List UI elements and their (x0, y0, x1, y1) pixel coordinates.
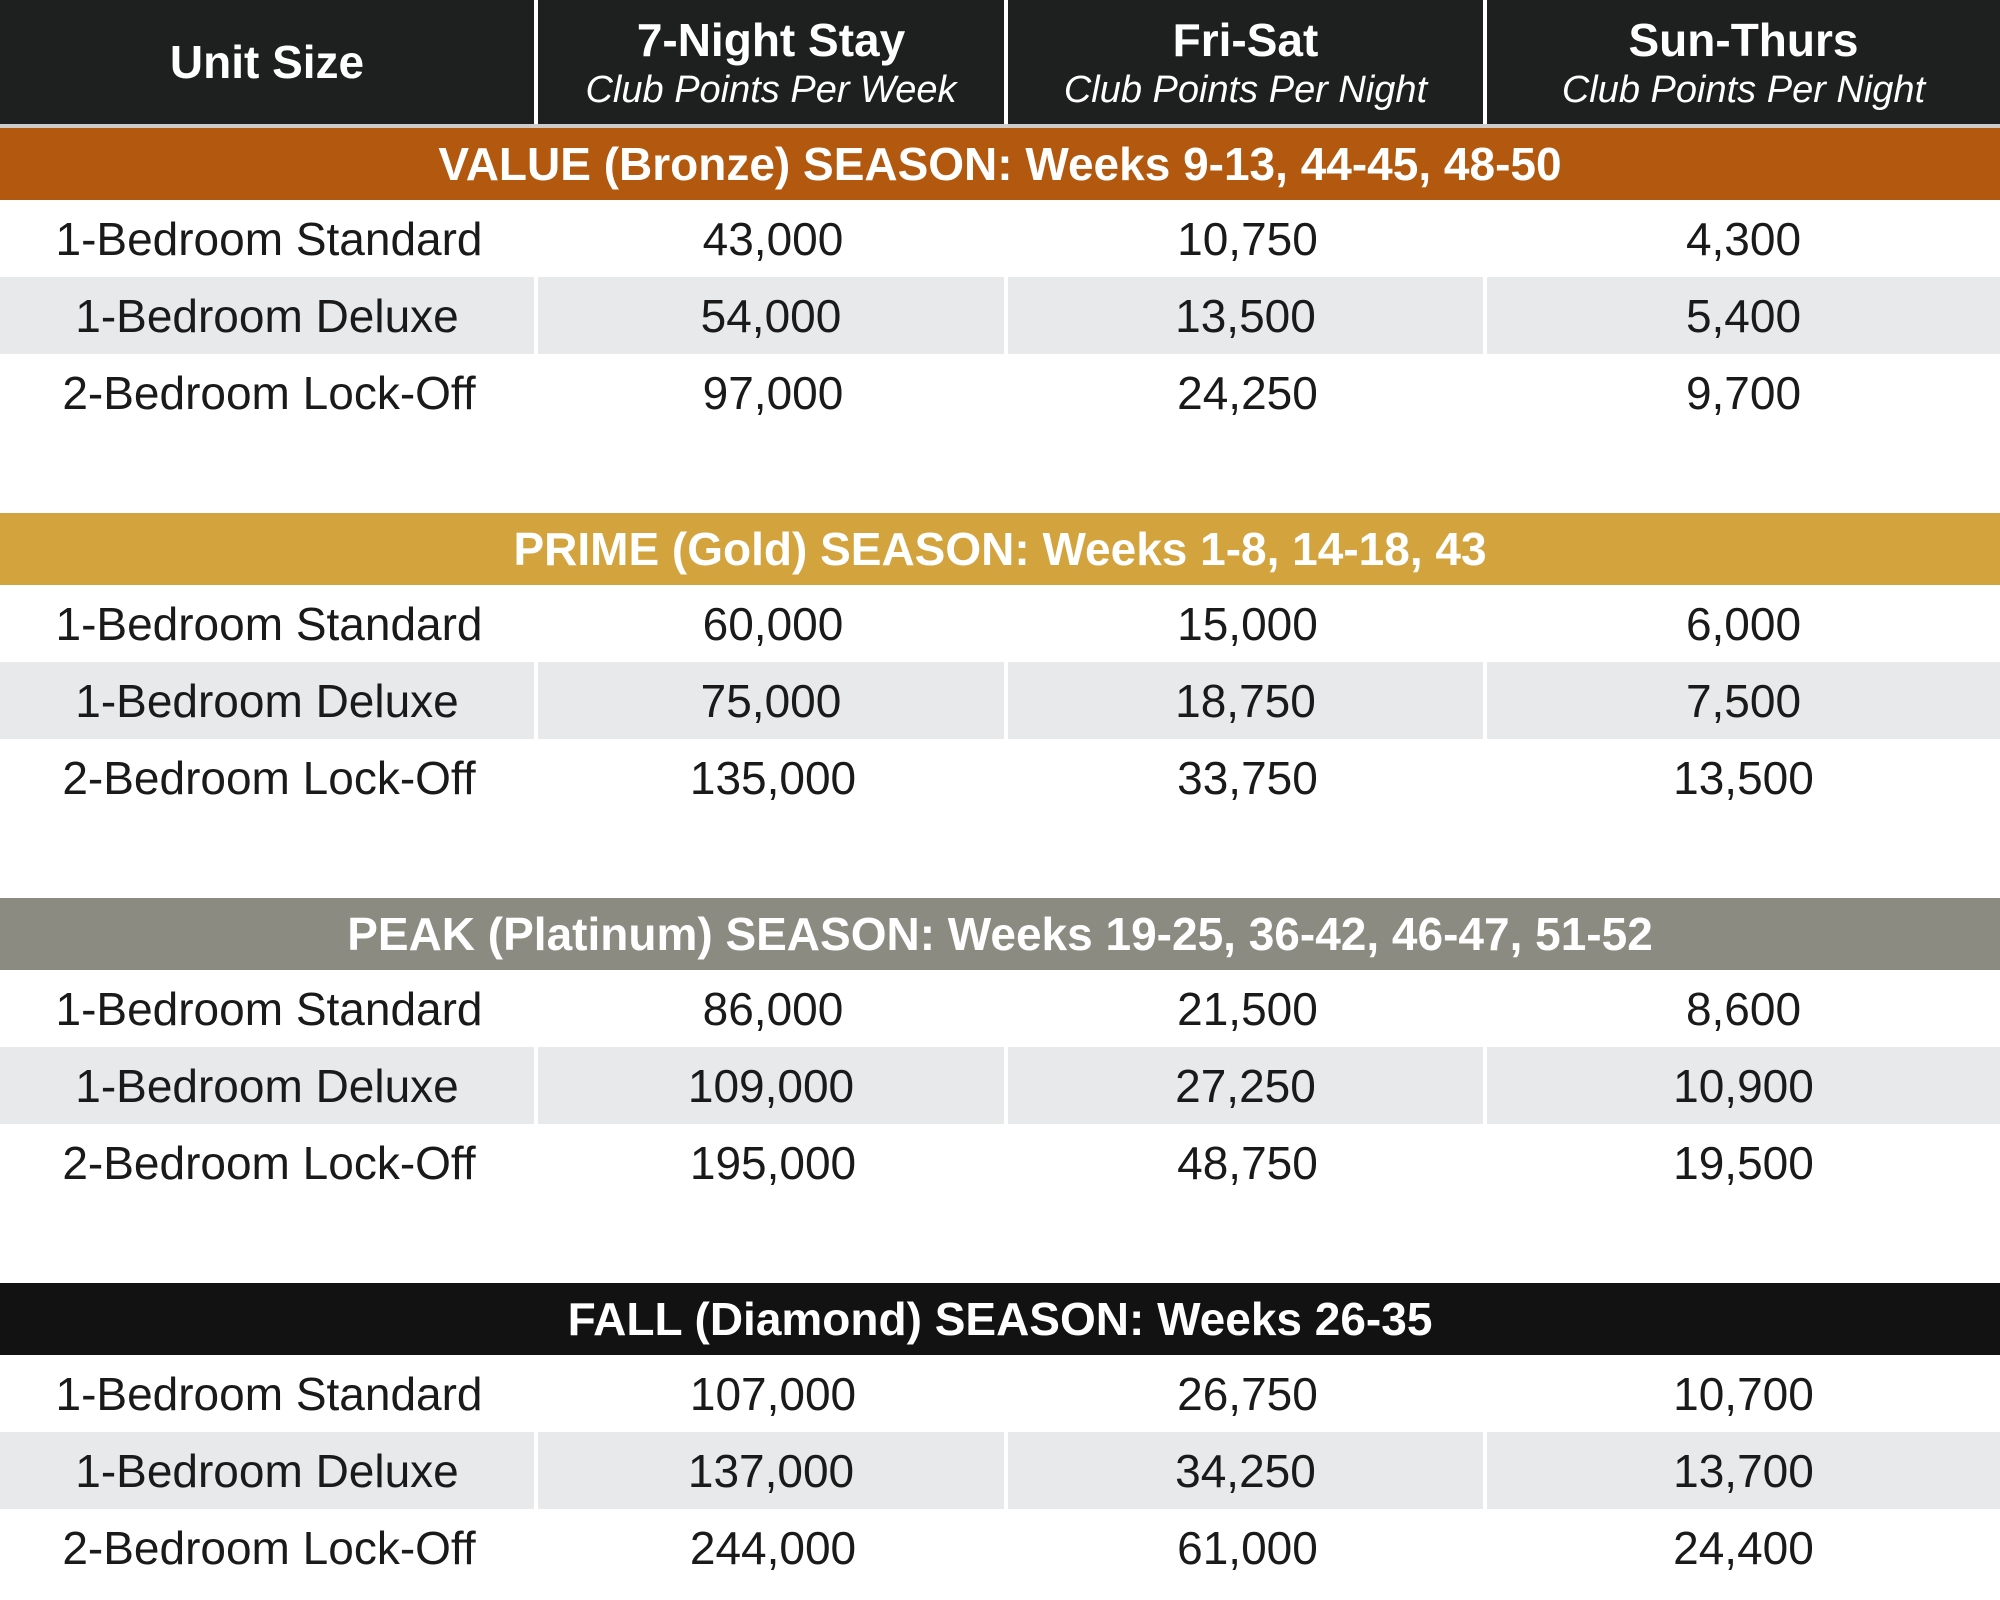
table-row: 2-Bedroom Lock-Off 195,000 48,750 19,500 (0, 1124, 2000, 1201)
points-value: 107,000 (689, 1367, 857, 1420)
table-row: 1-Bedroom Deluxe 109,000 27,250 10,900 (0, 1047, 2000, 1124)
points-value: 6,000 (1685, 597, 1802, 650)
points-value: 34,250 (1008, 1432, 1487, 1509)
points-value: 61,000 (1177, 1521, 1318, 1574)
season-band: PEAK (Platinum) SEASON: Weeks 19-25, 36-… (0, 898, 2000, 970)
points-value: 86,000 (702, 982, 844, 1035)
points-value: 97,000 (702, 366, 844, 419)
header-title: Fri-Sat (1172, 13, 1319, 66)
header-title: Unit Size (169, 36, 365, 88)
unit-size: 1-Bedroom Standard (55, 982, 483, 1035)
points-value: 54,000 (538, 277, 1008, 354)
points-value: 109,000 (538, 1047, 1008, 1124)
unit-size: 2-Bedroom Lock-Off (62, 1521, 476, 1574)
table-row: 1-Bedroom Standard 43,000 10,750 4,300 (0, 200, 2000, 277)
points-value: 5,400 (1487, 277, 2000, 354)
table-row: 1-Bedroom Deluxe 137,000 34,250 13,700 (0, 1432, 2000, 1509)
header-cell: Sun-Thurs Club Points Per Night (1487, 0, 2000, 124)
points-value: 137,000 (538, 1432, 1008, 1509)
points-value: 13,500 (1008, 277, 1487, 354)
unit-size: 1-Bedroom Deluxe (0, 1432, 538, 1509)
unit-size: 1-Bedroom Standard (55, 597, 483, 650)
table-row: 1-Bedroom Standard 107,000 26,750 10,700 (0, 1355, 2000, 1432)
points-value: 13,700 (1487, 1432, 2000, 1509)
header-subtitle: Club Points Per Night (1063, 68, 1428, 111)
points-value: 10,700 (1673, 1367, 1814, 1420)
points-value: 24,400 (1673, 1521, 1814, 1574)
points-value: 15,000 (1177, 597, 1318, 650)
points-value: 8,600 (1685, 982, 1802, 1035)
points-value: 19,500 (1673, 1136, 1814, 1189)
points-value: 18,750 (1008, 662, 1487, 739)
header-title: 7-Night Stay (636, 13, 906, 66)
table-row: 1-Bedroom Deluxe 54,000 13,500 5,400 (0, 277, 2000, 354)
unit-size: 1-Bedroom Standard (55, 212, 483, 265)
header-cell: Fri-Sat Club Points Per Night (1008, 0, 1487, 124)
table-row: 1-Bedroom Deluxe 75,000 18,750 7,500 (0, 662, 2000, 739)
table-row: 1-Bedroom Standard 86,000 21,500 8,600 (0, 970, 2000, 1047)
table-row: 2-Bedroom Lock-Off 244,000 61,000 24,400 (0, 1509, 2000, 1586)
points-value: 26,750 (1177, 1367, 1318, 1420)
points-value: 27,250 (1008, 1047, 1487, 1124)
section-gap (0, 1201, 2000, 1283)
header-subtitle: Club Points Per Night (1561, 68, 1926, 111)
points-value: 13,500 (1673, 751, 1814, 804)
unit-size: 2-Bedroom Lock-Off (62, 366, 476, 419)
points-value: 60,000 (702, 597, 844, 650)
points-value: 75,000 (538, 662, 1008, 739)
points-value: 48,750 (1177, 1136, 1318, 1189)
points-value: 10,750 (1177, 212, 1318, 265)
points-value: 195,000 (689, 1136, 857, 1189)
header-subtitle: Club Points Per Week (585, 68, 957, 111)
unit-size: 1-Bedroom Deluxe (0, 1047, 538, 1124)
season-band: PRIME (Gold) SEASON: Weeks 1-8, 14-18, 4… (0, 513, 2000, 585)
section-gap (0, 816, 2000, 898)
season-band: VALUE (Bronze) SEASON: Weeks 9-13, 44-45… (0, 128, 2000, 200)
unit-size: 2-Bedroom Lock-Off (62, 751, 476, 804)
header-cell: 7-Night Stay Club Points Per Week (538, 0, 1008, 124)
points-value: 21,500 (1177, 982, 1318, 1035)
table-row: 2-Bedroom Lock-Off 97,000 24,250 9,700 (0, 354, 2000, 431)
unit-size: 2-Bedroom Lock-Off (62, 1136, 476, 1189)
table-row: 2-Bedroom Lock-Off 135,000 33,750 13,500 (0, 739, 2000, 816)
points-value: 10,900 (1487, 1047, 2000, 1124)
points-value: 7,500 (1487, 662, 2000, 739)
unit-size: 1-Bedroom Standard (55, 1367, 483, 1420)
points-value: 24,250 (1177, 366, 1318, 419)
header-cell: Unit Size (0, 0, 538, 124)
header-title: Sun-Thurs (1628, 13, 1859, 66)
table-row: 1-Bedroom Standard 60,000 15,000 6,000 (0, 585, 2000, 662)
points-value: 33,750 (1177, 751, 1318, 804)
unit-size: 1-Bedroom Deluxe (0, 277, 538, 354)
unit-size: 1-Bedroom Deluxe (0, 662, 538, 739)
points-value: 4,300 (1685, 212, 1802, 265)
header-row: Unit Size 7-Night Stay Club Points Per Wee… (0, 0, 2000, 128)
season-band: FALL (Diamond) SEASON: Weeks 26-35 (0, 1283, 2000, 1355)
section-gap (0, 431, 2000, 513)
points-value: 43,000 (702, 212, 844, 265)
points-value: 244,000 (689, 1521, 857, 1574)
points-value: 135,000 (689, 751, 857, 804)
points-value: 9,700 (1685, 366, 1802, 419)
